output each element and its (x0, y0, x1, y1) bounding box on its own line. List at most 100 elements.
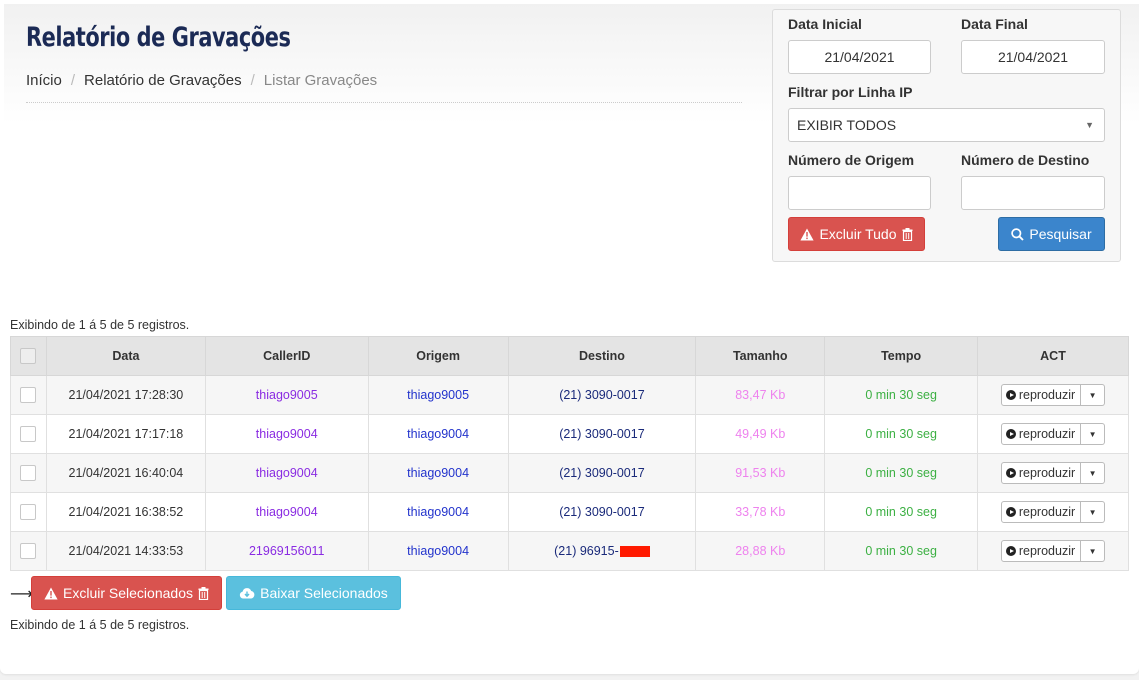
reproduzir-button[interactable]: reproduzir (1000, 540, 1082, 562)
cell-act: reproduzir ▼ (977, 453, 1129, 493)
cell-data: 21/04/2021 17:28:30 (45, 375, 206, 415)
excluir-selecionados-button[interactable]: Excluir Selecionados (31, 576, 222, 610)
recordings-table: Data CallerID Origem Destino Tamanho Tem… (10, 336, 1129, 571)
play-icon (1005, 507, 1016, 517)
cloud-download-icon (240, 588, 255, 599)
cell-tamanho: 33,78 Kb (695, 492, 826, 532)
play-icon (1005, 390, 1016, 400)
reproduzir-label: reproduzir (1018, 466, 1076, 480)
reproduzir-label: reproduzir (1018, 388, 1076, 402)
cell-tempo: 0 min 30 seg (824, 492, 979, 532)
cell-tamanho: 28,88 Kb (695, 531, 826, 571)
select-all-checkbox[interactable] (20, 348, 37, 364)
reproduzir-button[interactable]: reproduzir (1000, 501, 1082, 523)
reproduzir-button[interactable]: reproduzir (1000, 462, 1082, 484)
act-dropdown-toggle[interactable]: ▼ (1081, 501, 1106, 523)
cell-origem: thiago9004 (367, 453, 509, 493)
cell-origem: thiago9005 (367, 375, 509, 415)
col-tamanho[interactable]: Tamanho (695, 336, 826, 376)
row-checkbox[interactable] (20, 465, 37, 481)
tempo-min: 0 min (865, 544, 896, 558)
cell-tempo: 0 min 30 seg (824, 414, 979, 454)
table-row: 21/04/2021 14:33:53 21969156011 thiago90… (10, 531, 1129, 571)
arrow-right-icon: ⟶ (10, 586, 33, 603)
table-row: 21/04/2021 17:28:30 thiago9005 thiago900… (10, 375, 1129, 415)
trash-icon (902, 227, 913, 241)
row-checkbox[interactable] (20, 387, 37, 403)
cell-callerid: thiago9004 (204, 492, 369, 532)
cell-tamanho: 49,49 Kb (695, 414, 826, 454)
col-origem[interactable]: Origem (367, 336, 509, 376)
act-button-group: reproduzir ▼ (1000, 501, 1106, 523)
cell-callerid: thiago9005 (204, 375, 369, 415)
data-inicial-label: Data Inicial (788, 16, 862, 32)
title-divider (26, 102, 742, 103)
tempo-min: 0 min (865, 505, 896, 519)
redaction-mark (619, 546, 650, 558)
cell-destino: (21) 3090-0017 (507, 492, 697, 532)
linha-ip-select[interactable]: EXIBIR TODOS ▼ (788, 108, 1105, 142)
reproduzir-label: reproduzir (1018, 505, 1076, 519)
cell-tempo: 0 min 30 seg (824, 453, 979, 493)
row-checkbox[interactable] (20, 543, 37, 559)
baixar-selecionados-button[interactable]: Baixar Selecionados (226, 576, 401, 610)
tempo-seg: 30 seg (899, 427, 937, 441)
records-info-bottom: Exibindo de 1 á 5 de 5 registros. (10, 618, 190, 632)
caret-down-icon: ▼ (1088, 390, 1097, 400)
col-tempo[interactable]: Tempo (824, 336, 979, 376)
cell-callerid: thiago9004 (204, 453, 369, 493)
row-checkbox[interactable] (20, 504, 37, 520)
destino-input[interactable] (961, 176, 1105, 210)
cell-origem: thiago9004 (367, 531, 509, 571)
tempo-seg: 30 seg (899, 505, 937, 519)
cell-data: 21/04/2021 14:33:53 (45, 531, 206, 571)
cell-tempo: 0 min 30 seg (824, 375, 979, 415)
records-info-top: Exibindo de 1 á 5 de 5 registros. (10, 318, 190, 332)
row-checkbox[interactable] (20, 426, 37, 442)
search-icon (1011, 227, 1025, 241)
col-callerid[interactable]: CallerID (204, 336, 369, 376)
row-select-cell (10, 414, 47, 454)
act-dropdown-toggle[interactable]: ▼ (1081, 462, 1106, 484)
linha-ip-selected-value: EXIBIR TODOS (797, 117, 897, 133)
data-final-label: Data Final (961, 16, 1028, 32)
breadcrumb-section[interactable]: Relatório de Gravações (84, 72, 242, 89)
origem-input[interactable] (788, 176, 931, 210)
tempo-seg: 30 seg (899, 388, 937, 402)
act-dropdown-toggle[interactable]: ▼ (1081, 423, 1106, 445)
col-destino[interactable]: Destino (507, 336, 697, 376)
breadcrumb-home[interactable]: Início (26, 72, 62, 89)
data-final-input[interactable]: 21/04/2021 (961, 40, 1105, 74)
col-data[interactable]: Data (45, 336, 206, 376)
cell-destino: (21) 3090-0017 (507, 375, 697, 415)
act-dropdown-toggle[interactable]: ▼ (1081, 384, 1106, 406)
reproduzir-button[interactable]: reproduzir (1000, 423, 1082, 445)
reproduzir-label: reproduzir (1018, 544, 1076, 558)
data-inicial-input[interactable]: 21/04/2021 (788, 40, 931, 74)
table-row: 21/04/2021 16:38:52 thiago9004 thiago900… (10, 492, 1129, 532)
cell-act: reproduzir ▼ (977, 492, 1129, 532)
cell-origem: thiago9004 (367, 492, 509, 532)
reproduzir-label: reproduzir (1018, 427, 1076, 441)
act-dropdown-toggle[interactable]: ▼ (1081, 540, 1106, 562)
cell-tempo: 0 min 30 seg (824, 531, 979, 571)
caret-down-icon: ▼ (1088, 468, 1097, 478)
act-button-group: reproduzir ▼ (1000, 384, 1106, 406)
warning-icon (44, 587, 58, 599)
excluir-tudo-button[interactable]: Excluir Tudo (788, 217, 925, 251)
cell-act: reproduzir ▼ (977, 375, 1129, 415)
cell-callerid: 21969156011 (204, 531, 369, 571)
cell-tamanho: 91,53 Kb (695, 453, 826, 493)
excluir-tudo-label: Excluir Tudo (819, 226, 897, 242)
play-icon (1005, 546, 1016, 556)
pesquisar-button[interactable]: Pesquisar (998, 217, 1105, 251)
cell-data: 21/04/2021 17:17:18 (45, 414, 206, 454)
cell-destino: (21) 3090-0017 (507, 453, 697, 493)
select-all-header (10, 336, 47, 376)
reproduzir-button[interactable]: reproduzir (1000, 384, 1082, 406)
table-row: 21/04/2021 17:17:18 thiago9004 thiago900… (10, 414, 1129, 454)
recordings-table-wrapper: Data CallerID Origem Destino Tamanho Tem… (10, 336, 1129, 571)
tempo-min: 0 min (865, 466, 896, 480)
tempo-seg: 30 seg (899, 544, 937, 558)
caret-down-icon: ▼ (1088, 546, 1097, 556)
